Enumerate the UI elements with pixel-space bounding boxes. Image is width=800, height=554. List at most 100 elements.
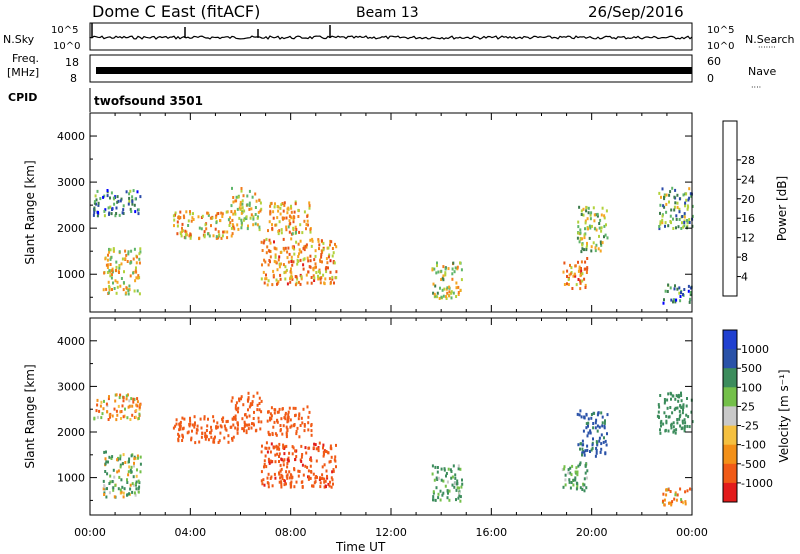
echo-cell: [235, 195, 238, 199]
echo-cell: [684, 421, 687, 425]
echo-cell: [662, 204, 665, 208]
echo-cell: [245, 415, 248, 419]
echo-cell: [287, 225, 290, 229]
echo-cell: [674, 493, 677, 497]
echo-cell: [104, 257, 107, 261]
echo-cell: [579, 287, 582, 291]
echo-cell: [105, 495, 108, 499]
echo-cell: [131, 482, 134, 486]
echo-cell: [437, 476, 440, 480]
echo-cell: [174, 424, 177, 428]
echo-cell: [309, 265, 312, 269]
echo-cell: [332, 482, 334, 486]
echo-cell: [294, 200, 297, 204]
echo-cell: [131, 490, 134, 494]
echo-cell: [122, 208, 125, 212]
echo-cell: [671, 500, 674, 504]
echo-cell: [457, 293, 460, 296]
echo-cell: [577, 269, 580, 273]
echo-cell: [591, 224, 593, 228]
echo-cell: [562, 485, 565, 489]
echo-cell: [246, 203, 249, 207]
echo-cell: [292, 446, 295, 450]
echo-cell: [585, 271, 588, 274]
echo-cell: [248, 414, 251, 418]
echo-cell: [289, 277, 291, 281]
echo-cell: [314, 443, 317, 447]
echo-cell: [134, 279, 137, 283]
echo-cell: [118, 250, 121, 254]
echo-cell: [292, 226, 295, 230]
echo-cell: [567, 471, 570, 475]
echo-cell: [252, 394, 255, 398]
echo-cell: [265, 251, 268, 255]
echo-cell: [283, 452, 286, 456]
echo-cell: [276, 447, 279, 451]
echo-cell: [456, 265, 459, 269]
echo-cell: [271, 226, 274, 230]
echo-cell: [103, 493, 106, 496]
echo-cell: [598, 439, 601, 443]
echo-cell: [231, 396, 234, 400]
echo-cell: [127, 252, 130, 256]
echo-cell: [299, 223, 302, 227]
echo-cell: [281, 475, 284, 478]
echo-cell: [99, 404, 102, 408]
echo-cell: [457, 496, 460, 500]
echo-cell: [278, 255, 281, 259]
echo-cell: [299, 250, 302, 254]
echo-cell: [271, 433, 274, 436]
x-axis-label: Time UT: [335, 540, 386, 554]
echo-cell: [606, 413, 609, 417]
echo-cell: [269, 450, 272, 454]
echo-cell: [299, 258, 302, 262]
echo-cell: [267, 457, 270, 461]
echo-cell: [139, 403, 141, 407]
echo-cell: [243, 209, 246, 213]
echo-cell: [292, 246, 295, 250]
echo-cell: [579, 279, 582, 283]
echo-cell: [446, 480, 449, 484]
echo-cell: [672, 227, 675, 230]
echo-cell: [686, 221, 689, 225]
echo-cell: [587, 424, 589, 428]
echo-cell: [671, 186, 674, 190]
echo-cell: [193, 415, 196, 419]
echo-cell: [432, 498, 435, 502]
echo-cell: [107, 397, 110, 401]
echo-cell: [674, 201, 677, 205]
echo-cell: [131, 202, 134, 206]
echo-cell: [245, 215, 248, 219]
echo-cell: [269, 459, 272, 463]
echo-cell: [299, 239, 302, 243]
echo-cell: [441, 493, 444, 497]
echo-cell: [321, 476, 324, 480]
echo-cell: [283, 201, 286, 205]
echo-cell: [314, 262, 317, 266]
echo-cell: [451, 475, 454, 479]
echo-cell: [129, 418, 132, 421]
y-tick-label: 4000: [57, 335, 85, 348]
echo-cell: [233, 227, 236, 231]
echo-cell: [280, 231, 283, 235]
echo-cell: [313, 279, 316, 282]
echo-cell: [284, 445, 286, 449]
y-axis-label: Slant Range [km]: [23, 364, 37, 468]
echo-cell: [680, 394, 683, 397]
echo-cell: [575, 283, 578, 287]
echo-cell: [678, 291, 681, 295]
echo-cell: [604, 451, 607, 455]
echo-cell: [94, 194, 97, 198]
echo-cell: [109, 415, 111, 419]
echo-cell: [604, 419, 606, 423]
echo-cell: [178, 434, 180, 438]
echo-cell: [590, 249, 593, 253]
echo-cell: [258, 408, 261, 412]
echo-cell: [189, 422, 192, 426]
echo-cell: [300, 277, 303, 281]
echo-cell: [249, 216, 252, 220]
echo-cell: [282, 263, 285, 267]
echo-cell: [672, 421, 675, 425]
echo-cell: [204, 223, 207, 227]
echo-cell: [98, 409, 101, 413]
